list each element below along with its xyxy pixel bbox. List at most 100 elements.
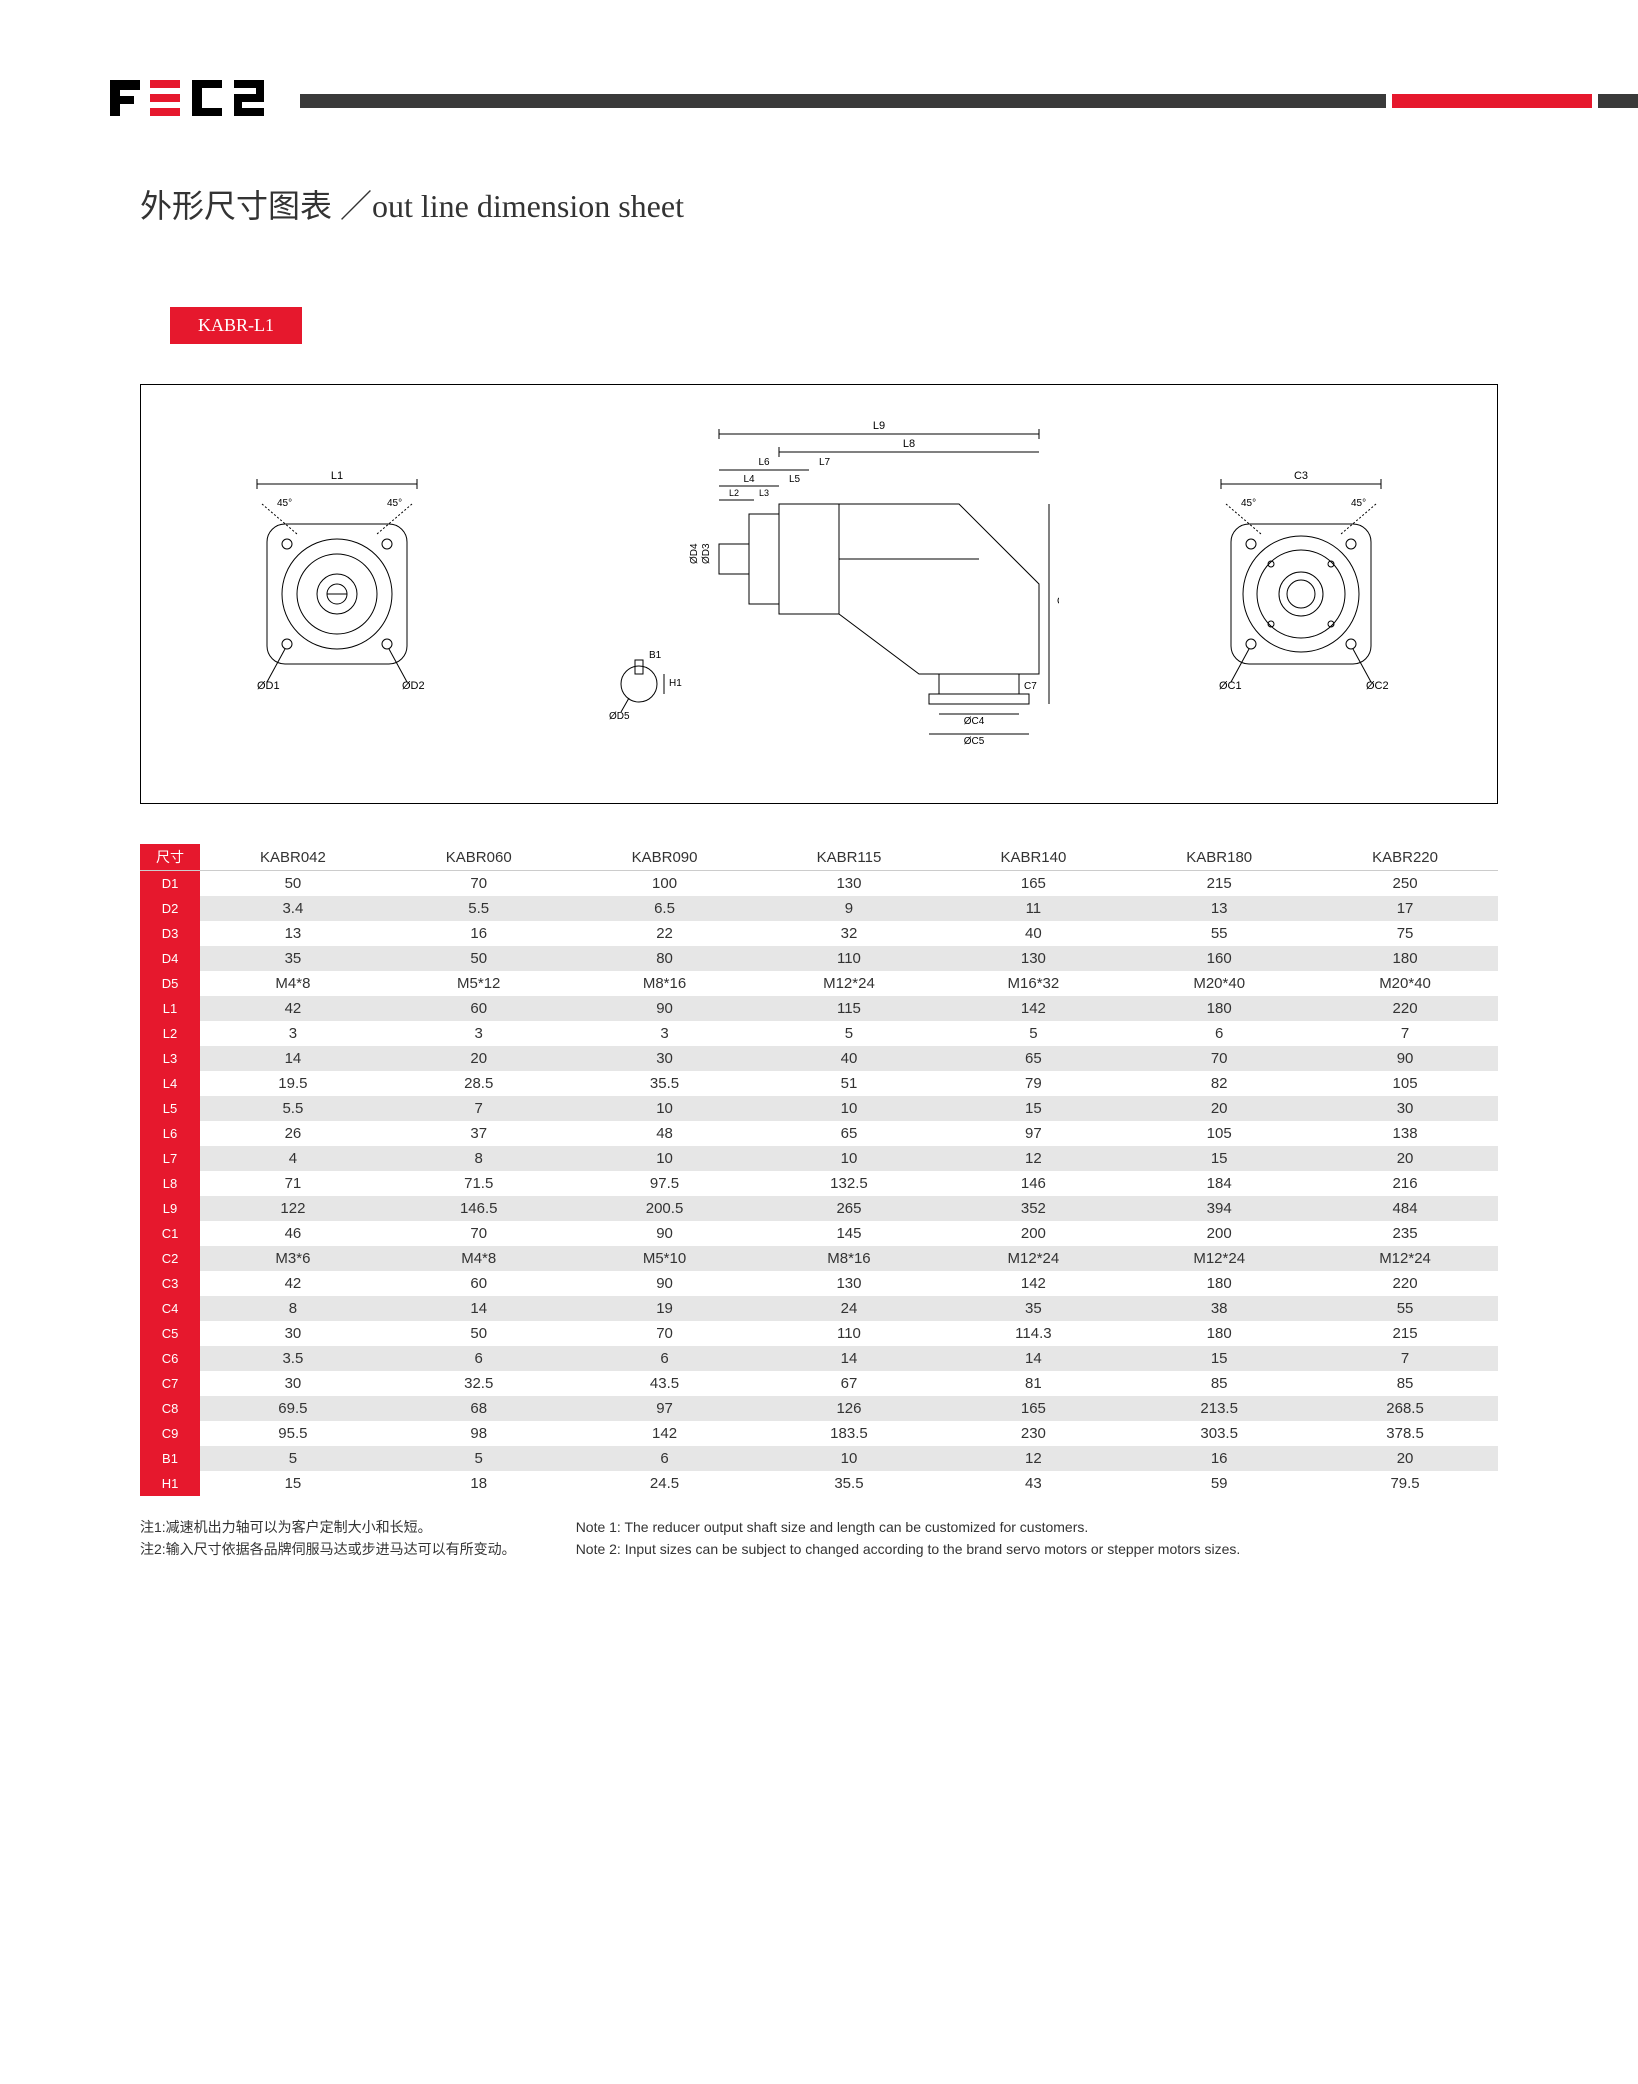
- table-cell: 183.5: [757, 1421, 940, 1446]
- table-cell: M3*6: [200, 1246, 386, 1271]
- table-cell: 6: [1126, 1021, 1312, 1046]
- table-cell: 130: [757, 871, 940, 896]
- table-cell: 35: [200, 946, 386, 971]
- table-col-header: KABR140: [940, 844, 1126, 871]
- table-row: L7481010121520: [140, 1146, 1498, 1171]
- table-row: C63.5661414157: [140, 1346, 1498, 1371]
- table-cell: 3: [386, 1021, 572, 1046]
- table-row-label: C5: [140, 1321, 200, 1346]
- table-cell: 5: [386, 1446, 572, 1471]
- table-cell: 38: [1126, 1296, 1312, 1321]
- table-cell: 20: [1312, 1446, 1498, 1471]
- svg-text:C9: C9: [1057, 596, 1059, 607]
- table-cell: 60: [386, 996, 572, 1021]
- table-corner-label: 尺寸: [140, 844, 200, 871]
- table-cell: 30: [200, 1321, 386, 1346]
- table-cell: 180: [1126, 1321, 1312, 1346]
- table-cell: 71.5: [386, 1171, 572, 1196]
- table-row-label: L2: [140, 1021, 200, 1046]
- table-cell: 5: [200, 1446, 386, 1471]
- table-cell: 110: [757, 946, 940, 971]
- table-cell: 126: [757, 1396, 940, 1421]
- table-cell: 220: [1312, 1271, 1498, 1296]
- table-row: L55.571010152030: [140, 1096, 1498, 1121]
- table-col-header: KABR115: [757, 844, 940, 871]
- table-cell: 79.5: [1312, 1471, 1498, 1496]
- header-divider-red: [1392, 94, 1592, 108]
- table-row-label: C4: [140, 1296, 200, 1321]
- table-cell: 200: [1126, 1221, 1312, 1246]
- table-cell: 3.4: [200, 896, 386, 921]
- table-cell: 51: [757, 1071, 940, 1096]
- table-row-label: L8: [140, 1171, 200, 1196]
- table-cell: 14: [386, 1296, 572, 1321]
- table-cell: 97: [940, 1121, 1126, 1146]
- table-cell: 115: [757, 996, 940, 1021]
- table-row-label: H1: [140, 1471, 200, 1496]
- table-cell: 145: [757, 1221, 940, 1246]
- table-cell: M4*8: [200, 971, 386, 996]
- table-cell: 142: [940, 996, 1126, 1021]
- table-cell: 65: [757, 1121, 940, 1146]
- table-cell: 30: [1312, 1096, 1498, 1121]
- table-cell: 180: [1126, 996, 1312, 1021]
- table-cell: 160: [1126, 946, 1312, 971]
- note-cn-1: 注1:减速机出力轴可以为客户定制大小和长短。: [140, 1516, 516, 1538]
- table-cell: 184: [1126, 1171, 1312, 1196]
- table-cell: 42: [200, 1271, 386, 1296]
- table-row: H1151824.535.5435979.5: [140, 1471, 1498, 1496]
- svg-text:ØD3: ØD3: [701, 543, 712, 564]
- header-divider-dark: [300, 94, 1386, 108]
- table-cell: 55: [1126, 921, 1312, 946]
- table-cell: 200: [940, 1221, 1126, 1246]
- table-cell: 7: [386, 1096, 572, 1121]
- table-cell: M20*40: [1126, 971, 1312, 996]
- table-cell: 216: [1312, 1171, 1498, 1196]
- table-row-label: L6: [140, 1121, 200, 1146]
- table-cell: 5.5: [200, 1096, 386, 1121]
- dimension-diagram: L1 45° 45° ØD1 ØD2: [140, 384, 1498, 804]
- table-row-label: C2: [140, 1246, 200, 1271]
- table-cell: 70: [572, 1321, 758, 1346]
- table-cell: 6.5: [572, 896, 758, 921]
- table-cell: 12: [940, 1446, 1126, 1471]
- table-row: C869.56897126165213.5268.5: [140, 1396, 1498, 1421]
- table-cell: 165: [940, 1396, 1126, 1421]
- table-cell: 59: [1126, 1471, 1312, 1496]
- table-cell: 10: [757, 1096, 940, 1121]
- table-cell: 32: [757, 921, 940, 946]
- footnotes-en: Note 1: The reducer output shaft size an…: [576, 1516, 1498, 1561]
- table-cell: 28.5: [386, 1071, 572, 1096]
- rear-flange-view: C3 45° 45° ØC1 ØC2: [1191, 464, 1411, 724]
- table-cell: 250: [1312, 871, 1498, 896]
- table-cell: 67: [757, 1371, 940, 1396]
- table-cell: 114.3: [940, 1321, 1126, 1346]
- dimension-table: 尺寸 KABR042 KABR060 KABR090 KABR115 KABR1…: [140, 844, 1498, 1496]
- table-cell: 37: [386, 1121, 572, 1146]
- table-cell: 4: [200, 1146, 386, 1171]
- table-cell: M12*24: [940, 1246, 1126, 1271]
- table-row: C995.598142183.5230303.5378.5: [140, 1421, 1498, 1446]
- table-cell: 35.5: [572, 1071, 758, 1096]
- svg-text:ØC5: ØC5: [964, 736, 985, 747]
- table-cell: 70: [386, 871, 572, 896]
- table-row: L62637486597105138: [140, 1121, 1498, 1146]
- table-cell: 394: [1126, 1196, 1312, 1221]
- table-cell: 200.5: [572, 1196, 758, 1221]
- table-cell: 22: [572, 921, 758, 946]
- table-row: L9122146.5200.5265352394484: [140, 1196, 1498, 1221]
- table-cell: M8*16: [757, 1246, 940, 1271]
- table-cell: 48: [572, 1121, 758, 1146]
- table-cell: 95.5: [200, 1421, 386, 1446]
- table-row-label: C6: [140, 1346, 200, 1371]
- svg-text:C7: C7: [1024, 681, 1037, 692]
- table-cell: 16: [1126, 1446, 1312, 1471]
- table-cell: 146: [940, 1171, 1126, 1196]
- table-row-label: D1: [140, 871, 200, 896]
- table-cell: 50: [386, 1321, 572, 1346]
- svg-text:45°: 45°: [1351, 498, 1366, 509]
- table-cell: 65: [940, 1046, 1126, 1071]
- table-cell: M5*12: [386, 971, 572, 996]
- table-cell: 105: [1312, 1071, 1498, 1096]
- table-cell: 50: [386, 946, 572, 971]
